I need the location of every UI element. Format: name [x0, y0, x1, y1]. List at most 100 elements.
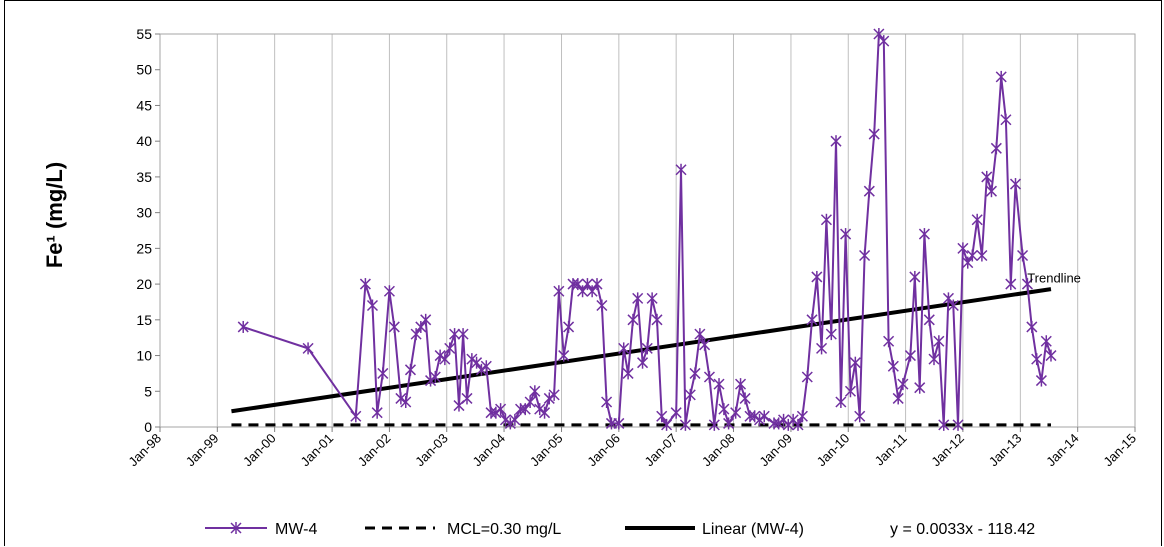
data-point	[457, 328, 469, 341]
x-tick-label: Jan-10	[814, 431, 853, 470]
axes	[159, 33, 1136, 428]
data-point	[480, 360, 492, 373]
data-point	[444, 342, 456, 355]
data-point	[641, 342, 653, 355]
data-point	[868, 128, 880, 141]
data-point	[796, 410, 808, 423]
data-point	[699, 338, 711, 351]
data-point	[844, 385, 856, 398]
data-point	[539, 406, 551, 419]
data-point	[754, 413, 766, 426]
data-point	[529, 385, 541, 398]
grid-lines	[159, 34, 1136, 427]
data-point	[651, 313, 663, 326]
data-point	[439, 353, 451, 366]
data-point	[534, 403, 546, 416]
data-point	[1045, 349, 1057, 362]
data-point	[449, 328, 461, 341]
y-tick-label: 35	[136, 169, 152, 185]
x-tick-label: Jan-12	[928, 431, 967, 470]
legend: MW-4 MCL=0.30 mg/L Linear (MW-4) y = 0.0033…	[205, 521, 1035, 538]
data-point	[923, 313, 935, 326]
data-point	[461, 392, 473, 405]
data-point	[1009, 178, 1022, 191]
data-point	[739, 392, 751, 405]
x-tick-label: Jan-01	[298, 431, 337, 470]
y-tick-label: 0	[144, 419, 152, 435]
data-point	[694, 328, 706, 341]
data-point	[466, 353, 478, 366]
data-point	[904, 349, 916, 362]
data-point	[596, 299, 608, 312]
y-ticks: 0 5 10 15 20 25 30 35 40 45 50 55	[136, 26, 160, 435]
data-point	[581, 278, 593, 291]
data-point	[735, 378, 747, 391]
data-point	[971, 213, 983, 226]
data-point	[563, 320, 575, 333]
x-tick-label: Jan-02	[355, 431, 394, 470]
legend-mw4-marker	[230, 522, 242, 534]
data-point	[350, 410, 362, 423]
data-point	[1026, 320, 1038, 333]
x-tick-label: Jan-13	[986, 431, 1025, 470]
data-point	[415, 320, 427, 333]
x-tick-label: Jan-11	[872, 431, 910, 469]
data-point	[909, 270, 921, 283]
data-point	[383, 285, 395, 298]
data-point	[957, 242, 969, 255]
data-point	[887, 360, 899, 373]
data-point	[966, 249, 978, 262]
chart-frame: Fe¹ (mg/L) 0 5 10 15 20 25 30 35 40 45 50 55 Jan-98…	[4, 0, 1162, 546]
data-point	[519, 403, 531, 416]
y-tick-label: 50	[136, 62, 152, 78]
data-point	[404, 363, 416, 376]
x-tick-label: Jan-14	[1043, 431, 1082, 470]
y-tick-label: 5	[144, 383, 152, 399]
data-point	[849, 356, 861, 369]
data-point	[928, 353, 940, 366]
x-tick-label: Jan-07	[642, 431, 681, 470]
x-tick-label: Jan-99	[183, 431, 222, 470]
y-tick-label: 10	[136, 348, 152, 364]
data-point	[453, 399, 465, 412]
data-point	[689, 367, 701, 380]
data-point	[302, 342, 314, 355]
data-point	[758, 410, 770, 423]
data-point	[622, 367, 634, 380]
data-point	[811, 270, 823, 283]
data-point	[1031, 353, 1043, 366]
data-point	[981, 170, 993, 183]
data-point	[475, 363, 487, 376]
data-point	[806, 313, 818, 326]
data-point	[646, 292, 658, 305]
annotations: Trendline	[1027, 271, 1081, 286]
data-point	[859, 249, 871, 262]
data-point	[897, 378, 909, 391]
data-point	[918, 228, 930, 241]
data-point	[577, 285, 589, 298]
data-point	[395, 392, 407, 405]
data-point	[679, 418, 691, 431]
data-point	[371, 406, 383, 419]
data-point	[366, 299, 378, 312]
data-point	[434, 349, 446, 362]
data-point	[586, 285, 598, 298]
x-tick-label: Jan-04	[469, 431, 508, 470]
data-point	[425, 374, 437, 387]
x-tick-label: Jan-09	[756, 431, 795, 470]
data-point	[359, 278, 371, 291]
data-point	[490, 406, 502, 419]
data-point	[995, 70, 1007, 83]
data-point	[952, 418, 964, 431]
data-point	[816, 342, 828, 355]
data-point	[558, 349, 570, 362]
data-point	[553, 285, 565, 298]
data-point	[495, 403, 507, 416]
data-point	[801, 370, 813, 383]
data-point	[703, 370, 715, 383]
legend-mw4-label: MW-4	[275, 521, 317, 538]
data-point	[524, 395, 536, 408]
data-point	[1005, 278, 1017, 291]
data-point	[400, 395, 412, 408]
data-point	[471, 356, 483, 369]
